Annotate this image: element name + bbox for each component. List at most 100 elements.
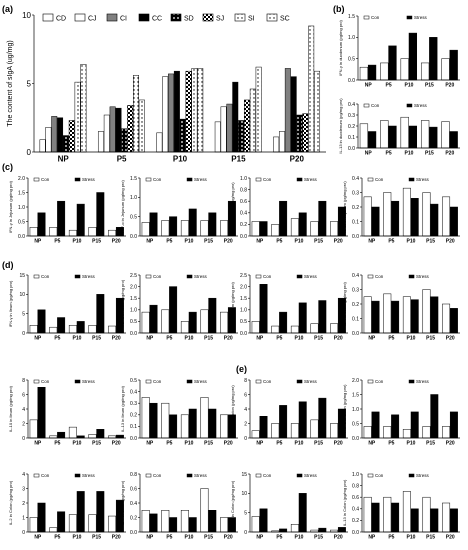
y-tick-label: 0.0 xyxy=(130,436,137,442)
bar-con-p5 xyxy=(271,423,280,439)
y-axis-label: IFN-γ in Ileum (pg/mg pro) xyxy=(8,280,13,327)
legend-swatch-si xyxy=(234,13,246,22)
x-tick-label: P10 xyxy=(405,151,414,157)
bar-cd-p15 xyxy=(214,121,221,153)
bar-stress-p5 xyxy=(279,405,288,439)
panel-letter: (a) xyxy=(2,4,13,14)
x-tick-label: P15 xyxy=(204,336,213,342)
bar-stress-p5 xyxy=(391,414,400,439)
bar-sc-p15 xyxy=(255,66,262,153)
y-tick-label: 8 xyxy=(22,378,25,384)
x-tick-label: P20 xyxy=(112,336,121,342)
x-tick-label: P20 xyxy=(446,239,455,245)
x-tick-label: P15 xyxy=(314,239,323,245)
bar-con-p20 xyxy=(220,311,229,334)
y-axis-label: IL-13 in duodenum (pg/mg pro) xyxy=(338,98,343,154)
x-tick-label: P10 xyxy=(73,336,82,342)
bar-ci-p15 xyxy=(226,103,233,153)
legend-swatch-stress xyxy=(74,473,81,478)
x-tick-label: P5 xyxy=(388,336,394,342)
y-axis-label: IL-13 in Ileum (pg/mg pro) xyxy=(120,385,125,432)
x-tick-label: P15 xyxy=(425,151,434,157)
bar-stress-np xyxy=(371,300,380,334)
x-tick-label: P5 xyxy=(276,239,282,245)
bar-stress-p15 xyxy=(429,37,438,81)
bar-con-p15 xyxy=(310,419,319,439)
y-tick-label: 0.0 xyxy=(348,78,355,84)
bar-stress-p10 xyxy=(408,32,418,81)
x-tick-label: P10 xyxy=(185,239,194,245)
legend-label-stress: Stress xyxy=(416,274,430,279)
bar-con-p20 xyxy=(220,220,229,237)
x-tick-label: P15 xyxy=(425,83,434,89)
y-axis-label: The content of sIgA (ug/mg) xyxy=(7,40,14,126)
bar-con-p10 xyxy=(400,116,409,149)
bar-cc-p5 xyxy=(115,107,122,153)
bar-stress-p5 xyxy=(169,414,178,439)
y-axis-label: TNF-α in Jejunum (pg/mg pro) xyxy=(120,180,125,234)
bar-stress-p10 xyxy=(188,517,197,533)
x-tick-label: P15 xyxy=(204,239,213,245)
y-tick-label: 0 xyxy=(27,148,32,157)
bar-con-p20 xyxy=(220,517,229,533)
bar-sd-p20 xyxy=(296,114,303,153)
legend-swatch-cd xyxy=(42,13,54,22)
bar-con-p5 xyxy=(380,120,389,149)
y-tick-label: 0.6 xyxy=(352,495,359,501)
bar-con-p20 xyxy=(441,58,450,81)
x-tick-label: P20 xyxy=(445,83,454,89)
bar-con-p15 xyxy=(88,227,97,237)
legend-label-stress: Stress xyxy=(82,473,96,478)
y-tick-label: 2 xyxy=(22,501,25,507)
legend-swatch-con xyxy=(255,473,262,478)
bar-stress-p10 xyxy=(76,203,85,237)
bar-stress-p15 xyxy=(430,508,439,533)
y-tick-label: 6 xyxy=(22,392,25,398)
legend-swatch-con xyxy=(33,473,40,478)
bar-con-p10 xyxy=(402,429,411,439)
bar-sd-p10 xyxy=(179,118,186,153)
y-tick-label: 5 xyxy=(244,510,247,516)
y-tick-label: 0.2 xyxy=(348,124,355,130)
bar-con-p10 xyxy=(402,491,411,533)
y-tick-label: 0.0 xyxy=(352,234,359,240)
bar-con-p5 xyxy=(383,192,392,237)
bar-con-p20 xyxy=(441,121,450,149)
legend-label-con: Con xyxy=(375,473,384,478)
bar-con-np xyxy=(359,66,369,81)
legend-swatch-con xyxy=(145,274,152,279)
bar-con-p15 xyxy=(88,325,97,334)
legend-label-stress: Stress xyxy=(304,177,318,182)
x-tick-label: P5 xyxy=(117,155,127,164)
x-tick-label: P20 xyxy=(446,441,455,447)
bar-sd-p5 xyxy=(121,128,128,153)
x-tick-label: P5 xyxy=(388,441,394,447)
legend-label-con: Con xyxy=(153,379,162,384)
bar-stress-p5 xyxy=(391,200,400,237)
x-tick-label: NP xyxy=(34,441,42,447)
bar-stress-p10 xyxy=(298,212,307,237)
bar-stress-p20 xyxy=(449,206,458,237)
x-tick-label: P15 xyxy=(426,535,435,541)
x-tick-label: P20 xyxy=(290,155,305,164)
x-tick-label: P15 xyxy=(426,441,435,447)
bar-stress-p15 xyxy=(96,192,105,237)
legend-swatch-sc xyxy=(266,13,278,22)
y-tick-label: 2 xyxy=(22,421,25,427)
y-tick-label: 0.6 xyxy=(240,199,247,205)
bar-stress-p20 xyxy=(449,308,458,334)
bar-con-p20 xyxy=(442,426,451,439)
legend-swatch-con xyxy=(145,379,152,384)
bar-con-p15 xyxy=(200,309,209,334)
bar-stress-p15 xyxy=(208,408,217,439)
y-tick-label: 0.4 xyxy=(240,211,247,217)
x-tick-label: P10 xyxy=(407,441,416,447)
bar-con-p5 xyxy=(383,496,392,533)
bar-sj-p5 xyxy=(127,105,134,153)
legend-swatch-stress xyxy=(186,274,193,279)
legend-label-ci: CI xyxy=(120,16,127,23)
bar-cd-p5 xyxy=(97,131,104,153)
bar-cd-p20 xyxy=(273,136,280,153)
legend-label-con: Con xyxy=(371,15,380,20)
legend-label-stress: Stress xyxy=(194,274,208,279)
